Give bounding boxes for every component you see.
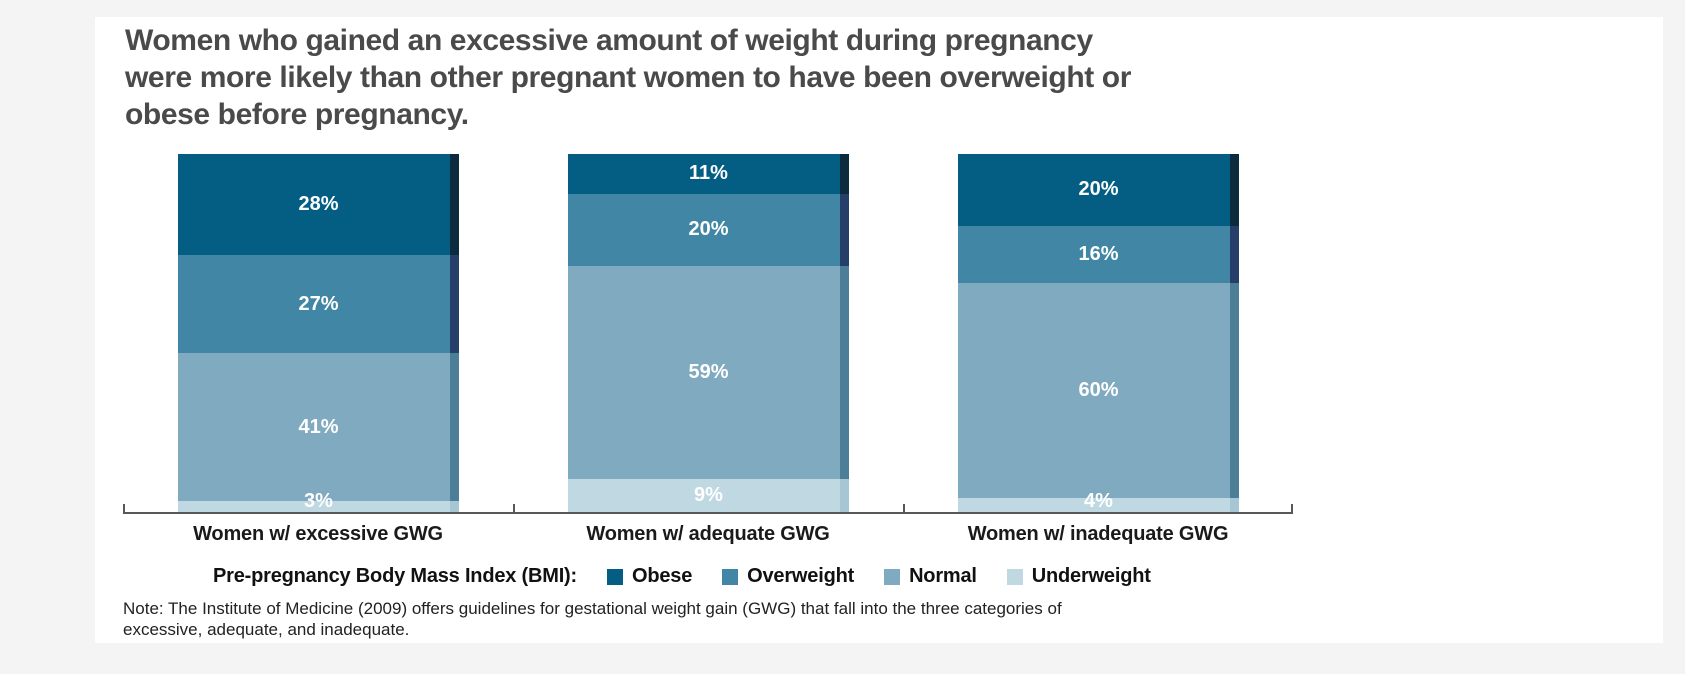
axis-tick-4 <box>1291 504 1293 513</box>
legend-item-underweight: Underweight <box>1006 565 1151 588</box>
bar-segment-edge-shade <box>840 154 849 194</box>
bar-segment-obese: 28% <box>178 154 459 256</box>
axis-tick-1 <box>123 504 125 513</box>
axis-tick-3 <box>903 504 905 513</box>
bar-group-1: 28% 27% 41% 3% <box>178 154 459 512</box>
bar-segment-overweight: 16% <box>958 225 1239 283</box>
segment-value-label: 27% <box>298 292 339 315</box>
bar-segment-underweight: 4% <box>958 490 1239 512</box>
chart-title-line-2: were more likely than other pregnant wom… <box>125 61 1131 94</box>
segment-value-label: 41% <box>298 415 339 438</box>
axis-tick-2 <box>513 504 515 513</box>
segment-value-label: 60% <box>1078 378 1119 401</box>
legend-item-obese: Obese <box>606 565 693 588</box>
legend-items: Obese Overweight Normal Underweight <box>606 565 1181 588</box>
segment-value-label: 59% <box>688 361 729 384</box>
chart-title-line-1: Women who gained an excessive amount of … <box>125 24 1093 57</box>
legend: Pre-pregnancy Body Mass Index (BMI): Obe… <box>213 565 1181 588</box>
segment-value-label: 3% <box>304 489 333 512</box>
bar-segment-normal: 41% <box>178 352 459 502</box>
segment-value-label: 28% <box>298 193 339 216</box>
segment-value-label: 4% <box>1084 489 1113 512</box>
bar-segment-normal: 59% <box>568 266 849 480</box>
category-label-1: Women w/ excessive GWG <box>193 523 443 545</box>
bar-segment-edge-shade <box>1230 225 1239 283</box>
bar-segment-edge-shade <box>450 352 459 502</box>
legend-item-overweight: Overweight <box>722 565 854 588</box>
legend-title: Pre-pregnancy Body Mass Index (BMI): <box>213 565 577 587</box>
legend-swatch-obese <box>606 568 623 585</box>
bar-segment-edge-shade <box>450 255 459 353</box>
bar-segment-edge-shade <box>450 154 459 256</box>
legend-label-underweight: Underweight <box>1031 565 1151 587</box>
legend-label-overweight: Overweight <box>747 565 855 587</box>
bar-segment-overweight: 27% <box>178 255 459 353</box>
bar-segment-underweight: 9% <box>568 479 849 512</box>
bar-segment-overweight: 20% <box>568 193 849 267</box>
bar-segment-edge-shade <box>450 501 459 512</box>
x-axis-line <box>123 512 1293 514</box>
category-label-2: Women w/ adequate GWG <box>586 523 830 545</box>
bar-segment-edge-shade <box>840 479 849 512</box>
legend-swatch-normal <box>884 568 901 585</box>
legend-label-normal: Normal <box>909 565 977 587</box>
bar-segment-obese: 20% <box>958 154 1239 226</box>
segment-value-label: 9% <box>694 484 723 507</box>
bar-segment-underweight: 3% <box>178 490 459 512</box>
legend-item-normal: Normal <box>884 565 977 588</box>
bar-segment-edge-shade <box>1230 154 1239 226</box>
legend-label-obese: Obese <box>631 565 693 587</box>
segment-value-label: 16% <box>1078 242 1119 265</box>
bar-segment-normal: 60% <box>958 282 1239 498</box>
category-label-3: Women w/ inadequate GWG <box>967 523 1229 545</box>
bar-segment-edge-shade <box>1230 497 1239 512</box>
segment-value-label: 20% <box>688 218 729 241</box>
legend-swatch-overweight <box>722 568 739 585</box>
note-text: Note: The Institute of Medicine (2009) o… <box>123 599 1062 639</box>
chart-title: Women who gained an excessive amount of … <box>125 22 1131 133</box>
bar-segment-edge-shade <box>840 193 849 267</box>
segment-value-label: 20% <box>1078 178 1119 201</box>
bar-segment-obese: 11% <box>568 154 849 194</box>
chart-panel: Women who gained an excessive amount of … <box>95 17 1663 643</box>
bar-group-2: 11% 20% 59% 9% <box>568 154 849 512</box>
bar-group-3: 20% 16% 60% 4% <box>958 154 1239 512</box>
chart-title-line-3: obese before pregnancy. <box>125 98 469 131</box>
legend-swatch-underweight <box>1006 568 1023 585</box>
segment-value-label: 11% <box>689 162 728 185</box>
bar-segment-edge-shade <box>840 266 849 480</box>
bar-segment-edge-shade <box>1230 282 1239 498</box>
